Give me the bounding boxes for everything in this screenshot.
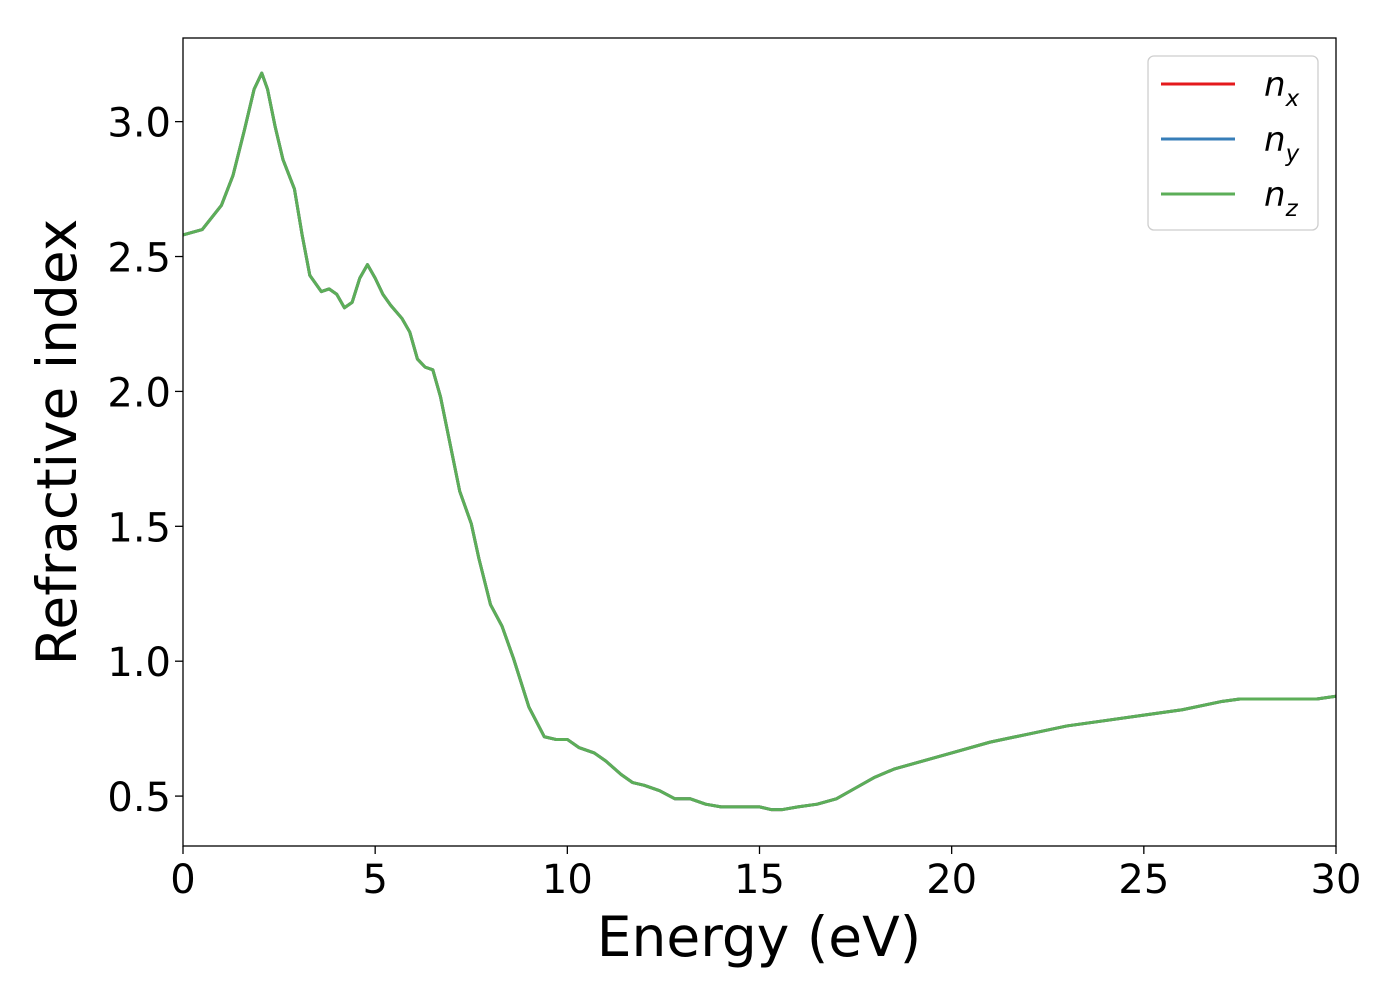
x-tick-label: 10 [542,857,593,903]
y-axis-label: Refractive index [25,219,89,666]
y-tick-label: 0.5 [107,775,171,821]
series-line-n-z [183,71,1336,812]
x-tick-label: 25 [1118,857,1169,903]
x-tick-label: 15 [734,857,785,903]
x-axis-ticks: 0 5 10 15 20 25 30 [170,846,1361,903]
y-axis-ticks: 0.5 1.0 1.5 2.0 2.5 3.0 [107,101,183,821]
y-tick-label: 1.0 [107,640,171,686]
x-tick-label: 5 [362,857,387,903]
x-axis-label: Energy (eV) [597,905,921,969]
y-tick-label: 2.5 [107,236,171,282]
y-tick-label: 2.0 [107,370,171,416]
x-tick-label: 30 [1311,857,1362,903]
x-tick-label: 20 [926,857,977,903]
legend-label-n-y: ny [1264,120,1300,167]
legend-label-n-x: nx [1264,65,1300,112]
legend-box [1147,55,1319,231]
x-tick-label: 0 [170,857,195,903]
legend-label-n-z: nz [1264,175,1299,222]
legend: nx ny nz [1147,55,1319,231]
y-tick-label: 3.0 [107,101,171,147]
y-tick-label: 1.5 [107,505,171,551]
series-layer [183,71,1336,812]
